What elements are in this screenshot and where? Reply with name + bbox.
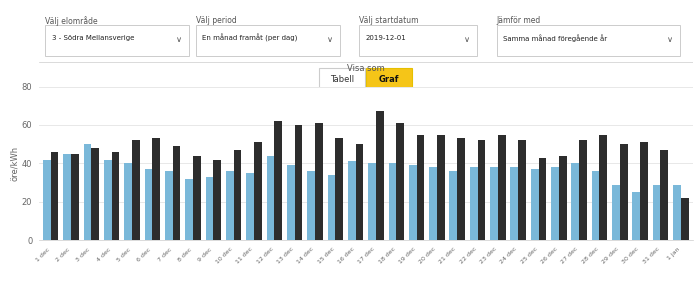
Text: 2019-12-01: 2019-12-01 [365,35,407,41]
Bar [599,135,607,240]
Bar [531,169,538,240]
Text: Välj period: Välj period [195,16,237,25]
Bar [112,152,120,240]
Bar [356,144,363,240]
Bar [449,171,457,240]
Bar [673,184,681,240]
FancyBboxPatch shape [497,26,680,56]
Bar [83,144,91,240]
Bar [612,184,620,240]
Bar [43,160,50,240]
Bar [620,144,627,240]
Bar [518,140,526,240]
Bar [315,123,323,240]
Bar [389,163,396,240]
Bar [206,177,214,240]
Bar [125,163,132,240]
Text: Jämför med: Jämför med [497,16,541,25]
Bar [186,179,193,240]
Bar [368,163,376,240]
Bar [571,163,579,240]
Bar [287,165,295,240]
Bar [71,154,78,240]
Bar [592,171,599,240]
Bar [307,171,315,240]
Text: Graf: Graf [379,75,400,84]
Text: ∨: ∨ [667,35,673,44]
Bar [477,140,485,240]
Text: 3 - Södra Mellansverige: 3 - Södra Mellansverige [52,35,134,41]
Bar [91,148,99,240]
Bar [429,167,437,240]
Bar [145,169,153,240]
Bar [396,123,404,240]
Bar [132,140,140,240]
Bar [457,138,465,240]
Bar [653,184,661,240]
Bar [165,171,173,240]
FancyBboxPatch shape [319,68,365,91]
Bar [104,160,112,240]
Bar [63,154,71,240]
Bar [551,167,559,240]
Bar [510,167,518,240]
Bar [490,167,498,240]
Bar [193,156,201,240]
Bar [234,150,241,240]
Bar [153,138,160,240]
Bar [470,167,477,240]
Text: ∨: ∨ [176,35,182,44]
FancyBboxPatch shape [195,26,340,56]
Text: Tabell: Tabell [330,75,354,84]
Bar [632,192,640,240]
Y-axis label: öre/kWh: öre/kWh [10,146,19,181]
Text: ∨: ∨ [464,35,470,44]
Bar [376,111,384,240]
Text: Visa som: Visa som [347,64,384,73]
FancyBboxPatch shape [359,26,477,56]
Text: ∨: ∨ [326,35,332,44]
Bar [295,125,302,240]
Bar [579,140,587,240]
FancyBboxPatch shape [366,68,412,91]
Bar [559,156,566,240]
Bar [681,198,689,240]
Bar [226,171,234,240]
Bar [254,142,262,240]
Bar [50,152,58,240]
Bar [214,160,221,240]
Bar [538,158,546,240]
Bar [246,173,254,240]
Bar [348,161,356,240]
Bar [274,121,282,240]
Bar [335,138,343,240]
FancyBboxPatch shape [45,26,189,56]
Bar [498,135,505,240]
Bar [661,150,668,240]
Bar [267,156,274,240]
Bar [328,175,335,240]
Text: Välj elområde: Välj elområde [45,16,98,26]
Bar [416,135,424,240]
Text: Välj startdatum: Välj startdatum [359,16,419,25]
Text: En månad framåt (per dag): En månad framåt (per dag) [202,34,298,43]
Bar [640,142,648,240]
Bar [173,146,181,240]
Text: Samma månad föregående år: Samma månad föregående år [503,34,608,42]
Bar [409,165,416,240]
Bar [437,135,444,240]
